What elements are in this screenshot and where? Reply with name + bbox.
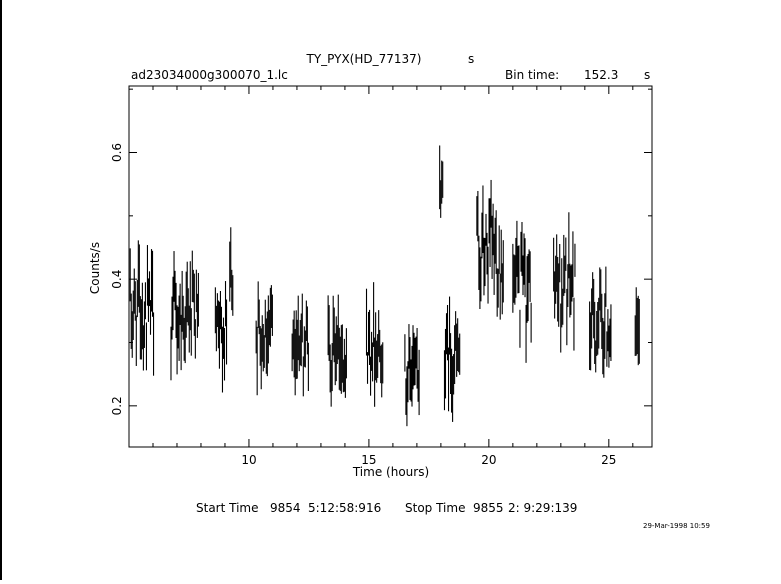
timestamp: 29-Mar-1998 10:59 xyxy=(643,522,710,530)
filename-label: ad23034000g300070_1.lc xyxy=(131,68,288,82)
tick-labels: 10 15 20 25 0.2 0.4 0.6 xyxy=(110,143,616,467)
bin-time-unit: s xyxy=(644,68,650,82)
stop-time-day: 9855 xyxy=(473,501,504,515)
x-tick-label: 10 xyxy=(241,453,256,467)
data-marks xyxy=(129,145,640,427)
bin-time-label: Bin time: xyxy=(505,68,559,82)
start-time-day: 9854 xyxy=(270,501,301,515)
plot-title: TY_PYX(HD_77137) xyxy=(306,52,422,66)
x-tick-label: 15 xyxy=(361,453,376,467)
axis-ticks xyxy=(129,86,652,447)
plot-frame xyxy=(128,85,653,448)
y-axis-label: Counts/s xyxy=(88,242,102,294)
y-tick-label: 0.6 xyxy=(110,143,124,162)
x-axis-label: Time (hours) xyxy=(352,465,429,479)
left-border xyxy=(0,0,2,580)
plot-title-unit: s xyxy=(468,52,474,66)
bin-time-value: 152.3 xyxy=(584,68,618,82)
stop-time-label: Stop Time xyxy=(405,501,465,515)
x-tick-label: 20 xyxy=(481,453,496,467)
start-time-value: 5:12:58:916 xyxy=(308,501,381,515)
stop-time-value: 2: 9:29:139 xyxy=(508,501,577,515)
y-tick-label: 0.4 xyxy=(110,270,124,289)
y-tick-label: 0.2 xyxy=(110,396,124,415)
x-tick-label: 25 xyxy=(601,453,616,467)
start-time-label: Start Time xyxy=(196,501,259,515)
